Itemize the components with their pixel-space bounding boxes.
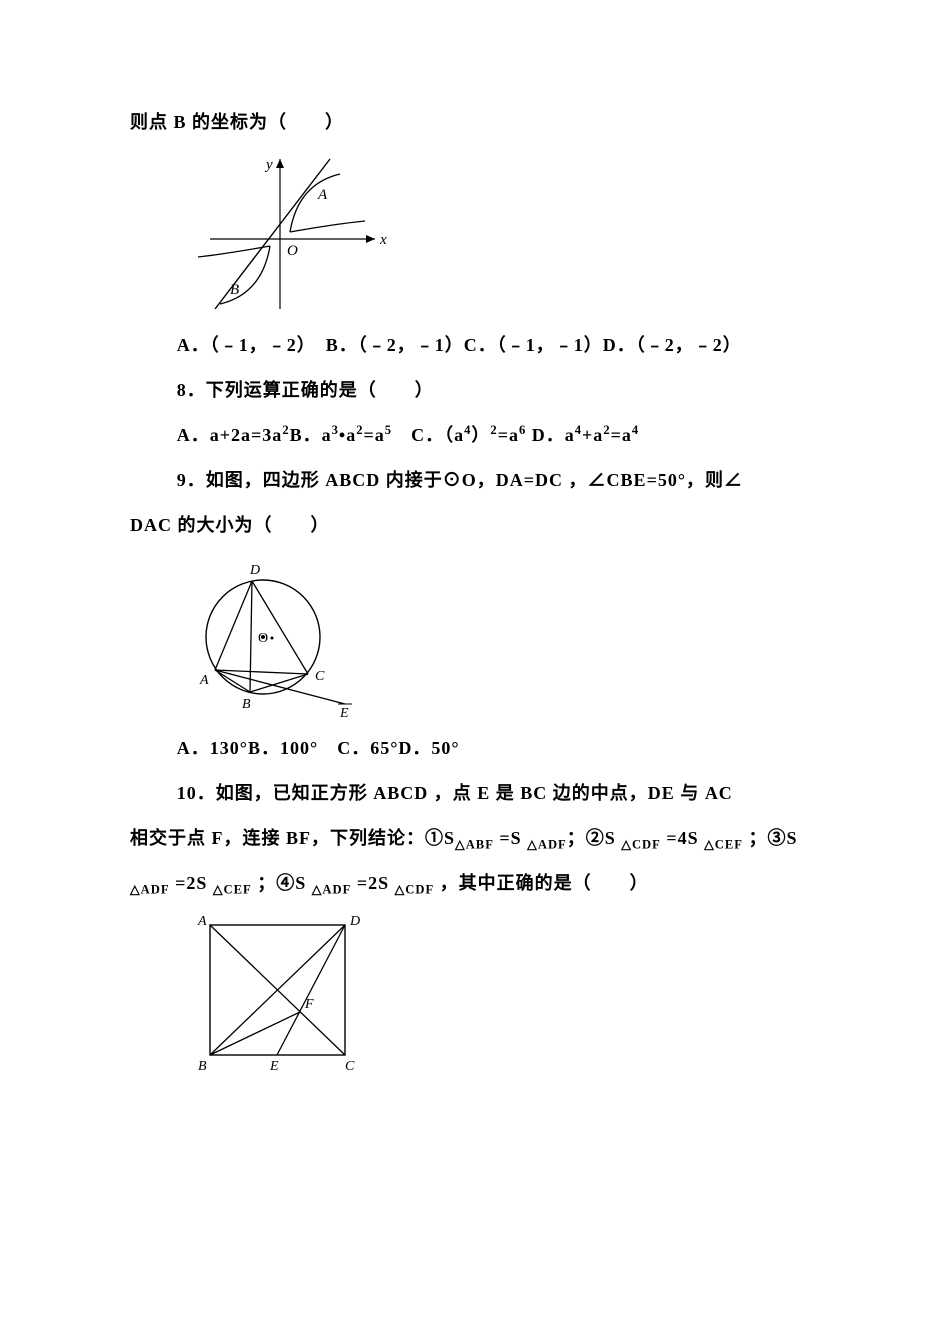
q7-options: A．（﹣1，﹣2） B．（﹣2，﹣1）C．（﹣1，﹣1）D．（﹣2，﹣2） [130,323,815,368]
q10-c-cdf: △CDF [395,883,435,897]
q8-options: A．a+2a=3a2B．a3•a2=a5 C．（a4）2=a6 D．a4+a2=… [130,413,815,458]
q8-C-mid: ） [471,425,490,445]
q10-intro-c: △ADF =2S △CEF ；④S △ADF =2S △CDF ，其中正确的是（… [130,861,815,906]
q10-c-adf: △ADF [130,883,170,897]
q7-graph: A B Ox y [190,149,815,319]
q10-c-tail: ，其中正确的是（ ） [434,873,649,893]
q10-c-cef: △CEF [213,883,252,897]
q8-C-s2: 2 [490,423,497,437]
q9-options: A．130°B．100° C．65°D．50° [130,726,815,771]
page-content: 则点 B 的坐标为（ ） A B Ox y A．（﹣1，﹣2） B．（﹣2，﹣1）C．… [0,0,945,1139]
q10-intro-a: 10．如图，已知正方形 ABCD ，点 E 是 BC 边的中点，DE 与 AC [130,771,815,816]
q10-b-tail: ；③S [743,828,798,848]
svg-text:B: B [198,1059,207,1074]
q8-B-s1: 3 [332,423,339,437]
svg-text:A: A [197,914,207,929]
svg-text:F: F [304,997,314,1012]
q10-c-m2: ；④S [252,873,312,893]
q8-B-mid: •a [339,425,356,445]
svg-text:A: A [317,187,328,203]
q10-svg: A D B C E F [190,910,365,1075]
svg-text:D: D [249,563,260,578]
q9-graph: D A B C E O [190,552,815,722]
q8-A: A．a+2a=3a [177,425,283,445]
q8-B-eq: =a [364,425,385,445]
q10-b-pre: 相交于点 F，连接 BF，下列结论：①S [130,828,455,848]
q8-B-s2: 2 [356,423,363,437]
q8-C: C．（a [392,425,464,445]
svg-text:y: y [264,157,273,173]
q8-C-eq: =a [498,425,519,445]
svg-text:E: E [339,706,349,721]
svg-text:B: B [242,697,251,712]
q7-intro: 则点 B 的坐标为（ ） [130,100,815,145]
svg-text:x: x [379,232,387,248]
svg-text:A: A [199,673,209,688]
q10-b-abf: △ABF [455,838,494,852]
q8-D-eq: =a [611,425,632,445]
q10-b-cdf: △CDF [621,838,661,852]
q8-D-mid: +a [582,425,603,445]
q10-b-m1: =S [494,828,527,848]
q8-intro: 8．下列运算正确的是（ ） [130,368,815,413]
q8-D-s3: 4 [632,423,639,437]
q10-intro-b: 相交于点 F，连接 BF，下列结论：①S△ABF =S △ADF；②S △CDF… [130,816,815,861]
q10-b-m2: ；②S [567,828,622,848]
q9-intro-b: DAC 的大小为（ ） [130,503,815,548]
q10-b-m3: =4S [661,828,704,848]
svg-text:C: C [315,669,325,684]
q8-D-s1: 4 [575,423,582,437]
svg-text:D: D [349,914,360,929]
q8-B: B．a [290,425,332,445]
q10-b-adf: △ADF [527,838,567,852]
q10-c-m3: =2S [351,873,394,893]
q9-svg: D A B C E O [190,552,370,722]
q8-D: D．a [526,425,575,445]
q7-svg: A B Ox y [190,149,390,319]
q10-graph: A D B C E F [190,910,815,1075]
q8-D-s2: 2 [603,423,610,437]
q8-A-sup: 2 [282,423,289,437]
q10-c-adf2: △ADF [312,883,352,897]
svg-text:O: O [287,243,298,259]
svg-text:C: C [345,1059,355,1074]
svg-text:O: O [258,631,268,646]
svg-text:B: B [230,282,239,298]
q10-c-m1: =2S [170,873,213,893]
q8-B-s3: 5 [385,423,392,437]
q9-intro-a: 9．如图，四边形 ABCD 内接于⊙O，DA=DC ，∠CBE=50°，则∠ [130,458,815,503]
q10-b-cef: △CEF [704,838,743,852]
svg-text:E: E [269,1059,279,1074]
